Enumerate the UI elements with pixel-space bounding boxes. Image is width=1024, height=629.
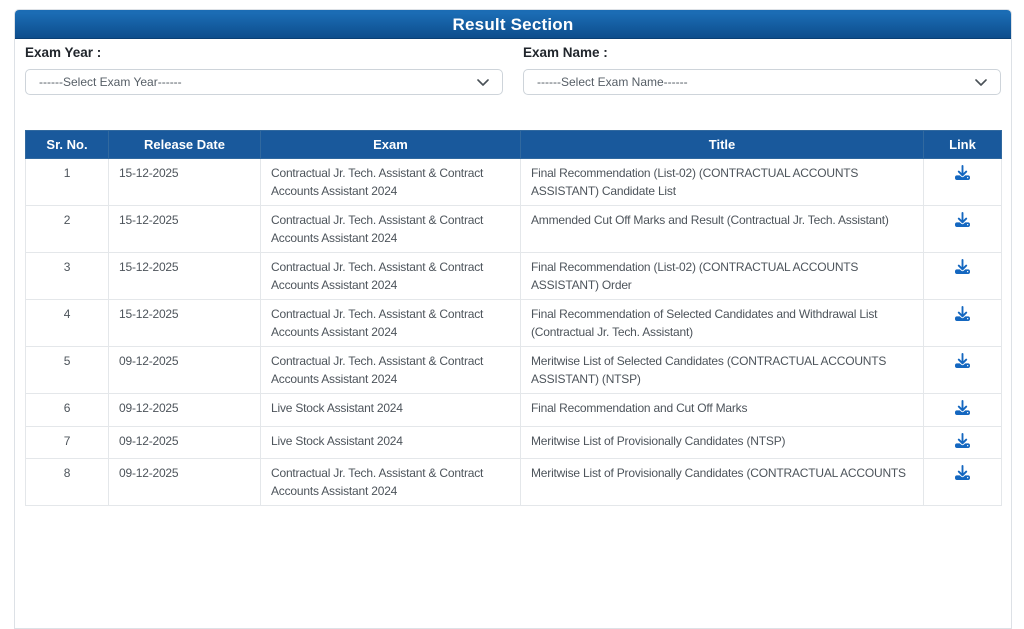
download-link[interactable]: [955, 165, 970, 180]
table-header-row: Sr. No. Release Date Exam Title Link: [25, 130, 1002, 159]
exam-year-select[interactable]: ------Select Exam Year------: [25, 69, 503, 95]
table-row: 1 15-12-2025 Contractual Jr. Tech. Assis…: [25, 158, 1002, 206]
sr-cell: 2: [25, 205, 109, 253]
chevron-down-icon: [975, 78, 987, 86]
result-section-card: Result Section Exam Year : ------Select …: [14, 9, 1012, 629]
exam-cell: Contractual Jr. Tech. Assistant & Contra…: [260, 252, 521, 300]
date-cell: 15-12-2025: [108, 252, 261, 300]
download-link[interactable]: [955, 259, 970, 274]
exam-name-filter: Exam Name : ------Select Exam Name------: [523, 45, 1001, 95]
download-icon: [955, 400, 970, 415]
title-cell: Final Recommendation (List-02) (CONTRACT…: [520, 252, 924, 300]
header-release-date: Release Date: [108, 130, 261, 159]
exam-cell: Contractual Jr. Tech. Assistant & Contra…: [260, 299, 521, 347]
table-row: 7 09-12-2025 Live Stock Assistant 2024 M…: [25, 425, 1002, 459]
download-link[interactable]: [955, 212, 970, 227]
sr-cell: 7: [25, 425, 109, 459]
exam-year-label: Exam Year :: [25, 45, 102, 60]
title-cell: Final Recommendation (List-02) (CONTRACT…: [520, 158, 924, 206]
table-row: 3 15-12-2025 Contractual Jr. Tech. Assis…: [25, 252, 1002, 300]
table-row: 6 09-12-2025 Live Stock Assistant 2024 F…: [25, 393, 1002, 427]
download-link[interactable]: [955, 306, 970, 321]
date-cell: 15-12-2025: [108, 299, 261, 347]
title-cell: Meritwise List of Provisionally Candidat…: [520, 425, 924, 459]
title-cell: Ammended Cut Off Marks and Result (Contr…: [520, 205, 924, 253]
table-row: 4 15-12-2025 Contractual Jr. Tech. Assis…: [25, 299, 1002, 347]
exam-cell: Live Stock Assistant 2024: [260, 425, 521, 459]
sr-cell: 3: [25, 252, 109, 300]
exam-name-selected-value: ------Select Exam Name------: [537, 75, 688, 89]
title-cell: Final Recommendation of Selected Candida…: [520, 299, 924, 347]
download-icon: [955, 165, 970, 180]
table-row: 2 15-12-2025 Contractual Jr. Tech. Assis…: [25, 205, 1002, 253]
date-cell: 09-12-2025: [108, 425, 261, 459]
results-table: Sr. No. Release Date Exam Title Link 1 1…: [25, 130, 1002, 506]
chevron-down-icon: [477, 78, 489, 86]
date-cell: 15-12-2025: [108, 158, 261, 206]
exam-name-select[interactable]: ------Select Exam Name------: [523, 69, 1001, 95]
sr-cell: 6: [25, 393, 109, 427]
table-row: 5 09-12-2025 Contractual Jr. Tech. Assis…: [25, 346, 1002, 394]
title-cell: Meritwise List of Provisionally Candidat…: [520, 458, 924, 506]
exam-cell: Contractual Jr. Tech. Assistant & Contra…: [260, 205, 521, 253]
date-cell: 09-12-2025: [108, 458, 261, 506]
download-link[interactable]: [955, 432, 970, 448]
page-title: Result Section: [15, 10, 1011, 39]
header-title: Title: [520, 130, 924, 159]
download-link[interactable]: [955, 353, 970, 368]
header-exam: Exam: [260, 130, 521, 159]
sr-cell: 8: [25, 458, 109, 506]
sr-cell: 4: [25, 299, 109, 347]
exam-year-filter: Exam Year : ------Select Exam Year------: [25, 45, 503, 95]
download-icon: [955, 212, 970, 227]
filters-row: Exam Year : ------Select Exam Year------…: [25, 45, 1001, 95]
sr-cell: 5: [25, 346, 109, 394]
header-sr-no: Sr. No.: [25, 130, 109, 159]
download-icon: [955, 432, 970, 448]
results-table-wrap: Sr. No. Release Date Exam Title Link 1 1…: [25, 130, 1002, 506]
date-cell: 09-12-2025: [108, 346, 261, 394]
download-link[interactable]: [955, 400, 970, 415]
exam-cell: Contractual Jr. Tech. Assistant & Contra…: [260, 458, 521, 506]
download-icon: [955, 353, 970, 368]
download-link[interactable]: [955, 465, 970, 480]
card-body: Exam Year : ------Select Exam Year------…: [15, 39, 1011, 516]
download-icon: [955, 306, 970, 321]
download-icon: [955, 465, 970, 480]
sr-cell: 1: [25, 158, 109, 206]
exam-cell: Live Stock Assistant 2024: [260, 393, 521, 427]
title-cell: Meritwise List of Selected Candidates (C…: [520, 346, 924, 394]
date-cell: 09-12-2025: [108, 393, 261, 427]
exam-cell: Contractual Jr. Tech. Assistant & Contra…: [260, 346, 521, 394]
download-icon: [955, 259, 970, 274]
results-table-body: 1 15-12-2025 Contractual Jr. Tech. Assis…: [25, 158, 1002, 506]
exam-cell: Contractual Jr. Tech. Assistant & Contra…: [260, 158, 521, 206]
exam-name-label: Exam Name :: [523, 45, 608, 60]
date-cell: 15-12-2025: [108, 205, 261, 253]
title-cell: Final Recommendation and Cut Off Marks: [520, 393, 924, 427]
header-link: Link: [923, 130, 1002, 159]
exam-year-selected-value: ------Select Exam Year------: [39, 75, 182, 89]
table-row: 8 09-12-2025 Contractual Jr. Tech. Assis…: [25, 458, 1002, 506]
